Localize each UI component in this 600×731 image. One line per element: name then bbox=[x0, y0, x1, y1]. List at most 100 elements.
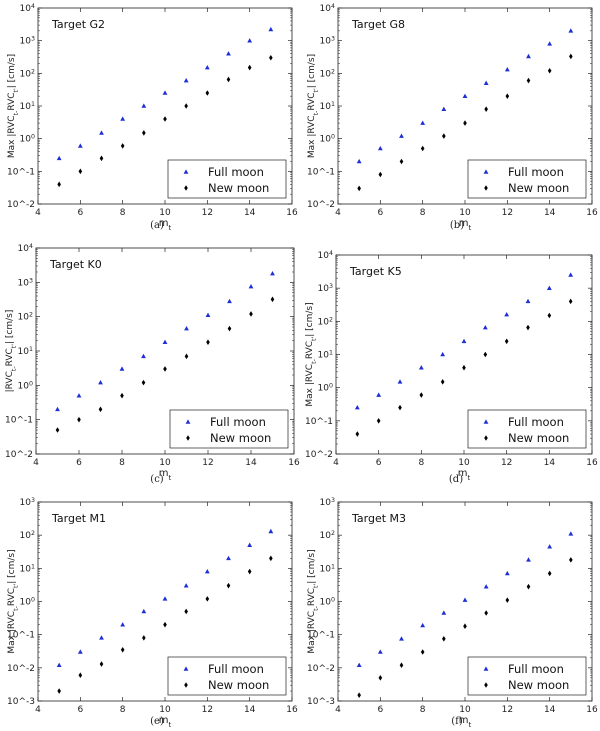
chart-panel-1: 4 6 8 10 12 14 1610^-210^-1100101102103104Targ… bbox=[7, 3, 298, 233]
text-span: 10 bbox=[20, 598, 32, 608]
x-tick-label: 8 bbox=[119, 458, 125, 468]
y-tick-label: 104 bbox=[18, 243, 33, 255]
legend-full-moon-marker bbox=[183, 666, 189, 671]
new-moon-point bbox=[357, 692, 361, 698]
full-moon-point bbox=[162, 90, 168, 95]
x-tick-label: 16 bbox=[586, 458, 598, 468]
full-moon-point bbox=[56, 662, 62, 668]
new-moon-point bbox=[141, 379, 146, 386]
full-moon-point bbox=[119, 366, 125, 371]
panel-caption: (d) bbox=[449, 474, 463, 485]
y-tick-label: 10^-2 bbox=[7, 200, 35, 210]
full-moon-point bbox=[356, 158, 362, 164]
subscript: t- bbox=[13, 606, 20, 611]
panel-title: Target K5 bbox=[349, 265, 402, 278]
y-tick-label: 10^-2 bbox=[5, 450, 33, 460]
x-axis-label: mt bbox=[458, 468, 471, 482]
new-moon-point bbox=[120, 143, 125, 149]
full-moon-point bbox=[268, 528, 274, 534]
new-moon-point bbox=[568, 298, 573, 305]
new-moon-point bbox=[184, 608, 188, 615]
text-span: |RVC bbox=[5, 371, 15, 392]
superscript: 1 bbox=[31, 101, 35, 108]
y-tick-label: 100 bbox=[18, 380, 33, 392]
text-span: RVC bbox=[7, 92, 17, 110]
text-span: m bbox=[459, 715, 469, 726]
superscript: 2 bbox=[29, 311, 33, 318]
text-span: | [cm/s] bbox=[305, 302, 315, 336]
text-span: 10 bbox=[320, 531, 332, 541]
full-moon-point bbox=[418, 365, 424, 370]
new-moon-point bbox=[526, 583, 531, 590]
new-moon-point bbox=[442, 133, 446, 139]
text-span: RVC bbox=[307, 588, 317, 606]
y-tick-label: 104 bbox=[20, 3, 35, 15]
x-tick-label: 8 bbox=[120, 208, 126, 218]
new-moon-point bbox=[504, 338, 509, 345]
superscript: 1 bbox=[29, 346, 33, 353]
full-moon-point bbox=[441, 610, 447, 615]
full-moon-point bbox=[247, 542, 253, 547]
new-moon-point bbox=[269, 54, 273, 61]
superscript: 1 bbox=[331, 563, 335, 570]
new-moon-point bbox=[569, 557, 573, 563]
full-moon-point bbox=[376, 392, 382, 397]
text-span: 10 bbox=[320, 598, 332, 608]
x-tick-label: 14 bbox=[544, 705, 556, 715]
full-moon-point bbox=[162, 596, 168, 601]
text-span: RVC bbox=[307, 92, 317, 110]
new-moon-point bbox=[120, 392, 124, 399]
full-moon-point bbox=[420, 120, 426, 125]
full-moon-point bbox=[568, 28, 574, 33]
chart-panel-6: 4 6 8 10 12 14 1610^-310^-210^-1100101102103Ta… bbox=[307, 497, 598, 730]
x-tick-label: 16 bbox=[286, 208, 298, 218]
full-moon-point bbox=[184, 325, 189, 331]
panel-caption: (b) bbox=[450, 220, 464, 231]
subscript: t' bbox=[13, 583, 20, 587]
legend-full-moon-marker bbox=[483, 666, 489, 671]
x-tick-label: 10 bbox=[459, 208, 471, 218]
new-moon-point bbox=[57, 181, 61, 188]
new-moon-point bbox=[77, 416, 81, 423]
new-moon-point bbox=[120, 646, 125, 653]
x-tick-label: 6 bbox=[377, 208, 383, 218]
text-span: 10 bbox=[20, 498, 32, 508]
full-moon-point bbox=[483, 80, 489, 85]
y-tick-label: 10^-3 bbox=[307, 697, 335, 707]
text-span: 10 bbox=[18, 313, 30, 323]
new-moon-point bbox=[184, 103, 188, 109]
full-moon-point bbox=[227, 298, 232, 304]
x-tick-label: 6 bbox=[77, 208, 83, 218]
y-tick-label: 103 bbox=[20, 35, 35, 47]
superscript: 4 bbox=[29, 243, 33, 250]
new-moon-point bbox=[526, 77, 531, 84]
full-moon-point bbox=[504, 67, 510, 72]
y-tick-label: 10^-1 bbox=[7, 167, 35, 177]
full-moon-point bbox=[483, 584, 489, 589]
text-span: 10^-2 bbox=[7, 664, 35, 674]
full-moon-point bbox=[526, 557, 531, 562]
y-tick-label: 10^-2 bbox=[7, 664, 35, 674]
new-moon-point bbox=[378, 675, 383, 681]
superscript: 4 bbox=[31, 3, 35, 10]
text-span: 10 bbox=[318, 284, 330, 294]
y-axis-label: Max |RVCt-RVCt'| [cm/s] bbox=[305, 302, 318, 406]
legend-box bbox=[169, 409, 289, 449]
new-moon-point bbox=[205, 90, 210, 96]
y-tick-label: 101 bbox=[18, 346, 33, 358]
legend-full-moon-marker bbox=[185, 419, 191, 424]
text-span: 10 bbox=[20, 69, 32, 79]
y-axis-label: |RVCt-RVCt'| [cm/s] bbox=[5, 310, 18, 393]
legend-new-moon-label: New moon bbox=[210, 431, 271, 445]
full-moon-point bbox=[99, 635, 104, 640]
text-span: Max |RVC bbox=[7, 611, 17, 654]
y-tick-label: 100 bbox=[320, 133, 335, 145]
legend-new-moon-marker bbox=[484, 682, 488, 688]
new-moon-point bbox=[463, 623, 467, 630]
full-moon-point bbox=[204, 568, 210, 574]
legend-full-moon-label: Full moon bbox=[508, 662, 564, 676]
chart-panel-4: 4 6 8 10 12 14 1610^-210^-1100101102103104Targ… bbox=[305, 250, 598, 486]
y-tick-label: 103 bbox=[20, 497, 35, 509]
text-span: 10 bbox=[18, 278, 30, 288]
